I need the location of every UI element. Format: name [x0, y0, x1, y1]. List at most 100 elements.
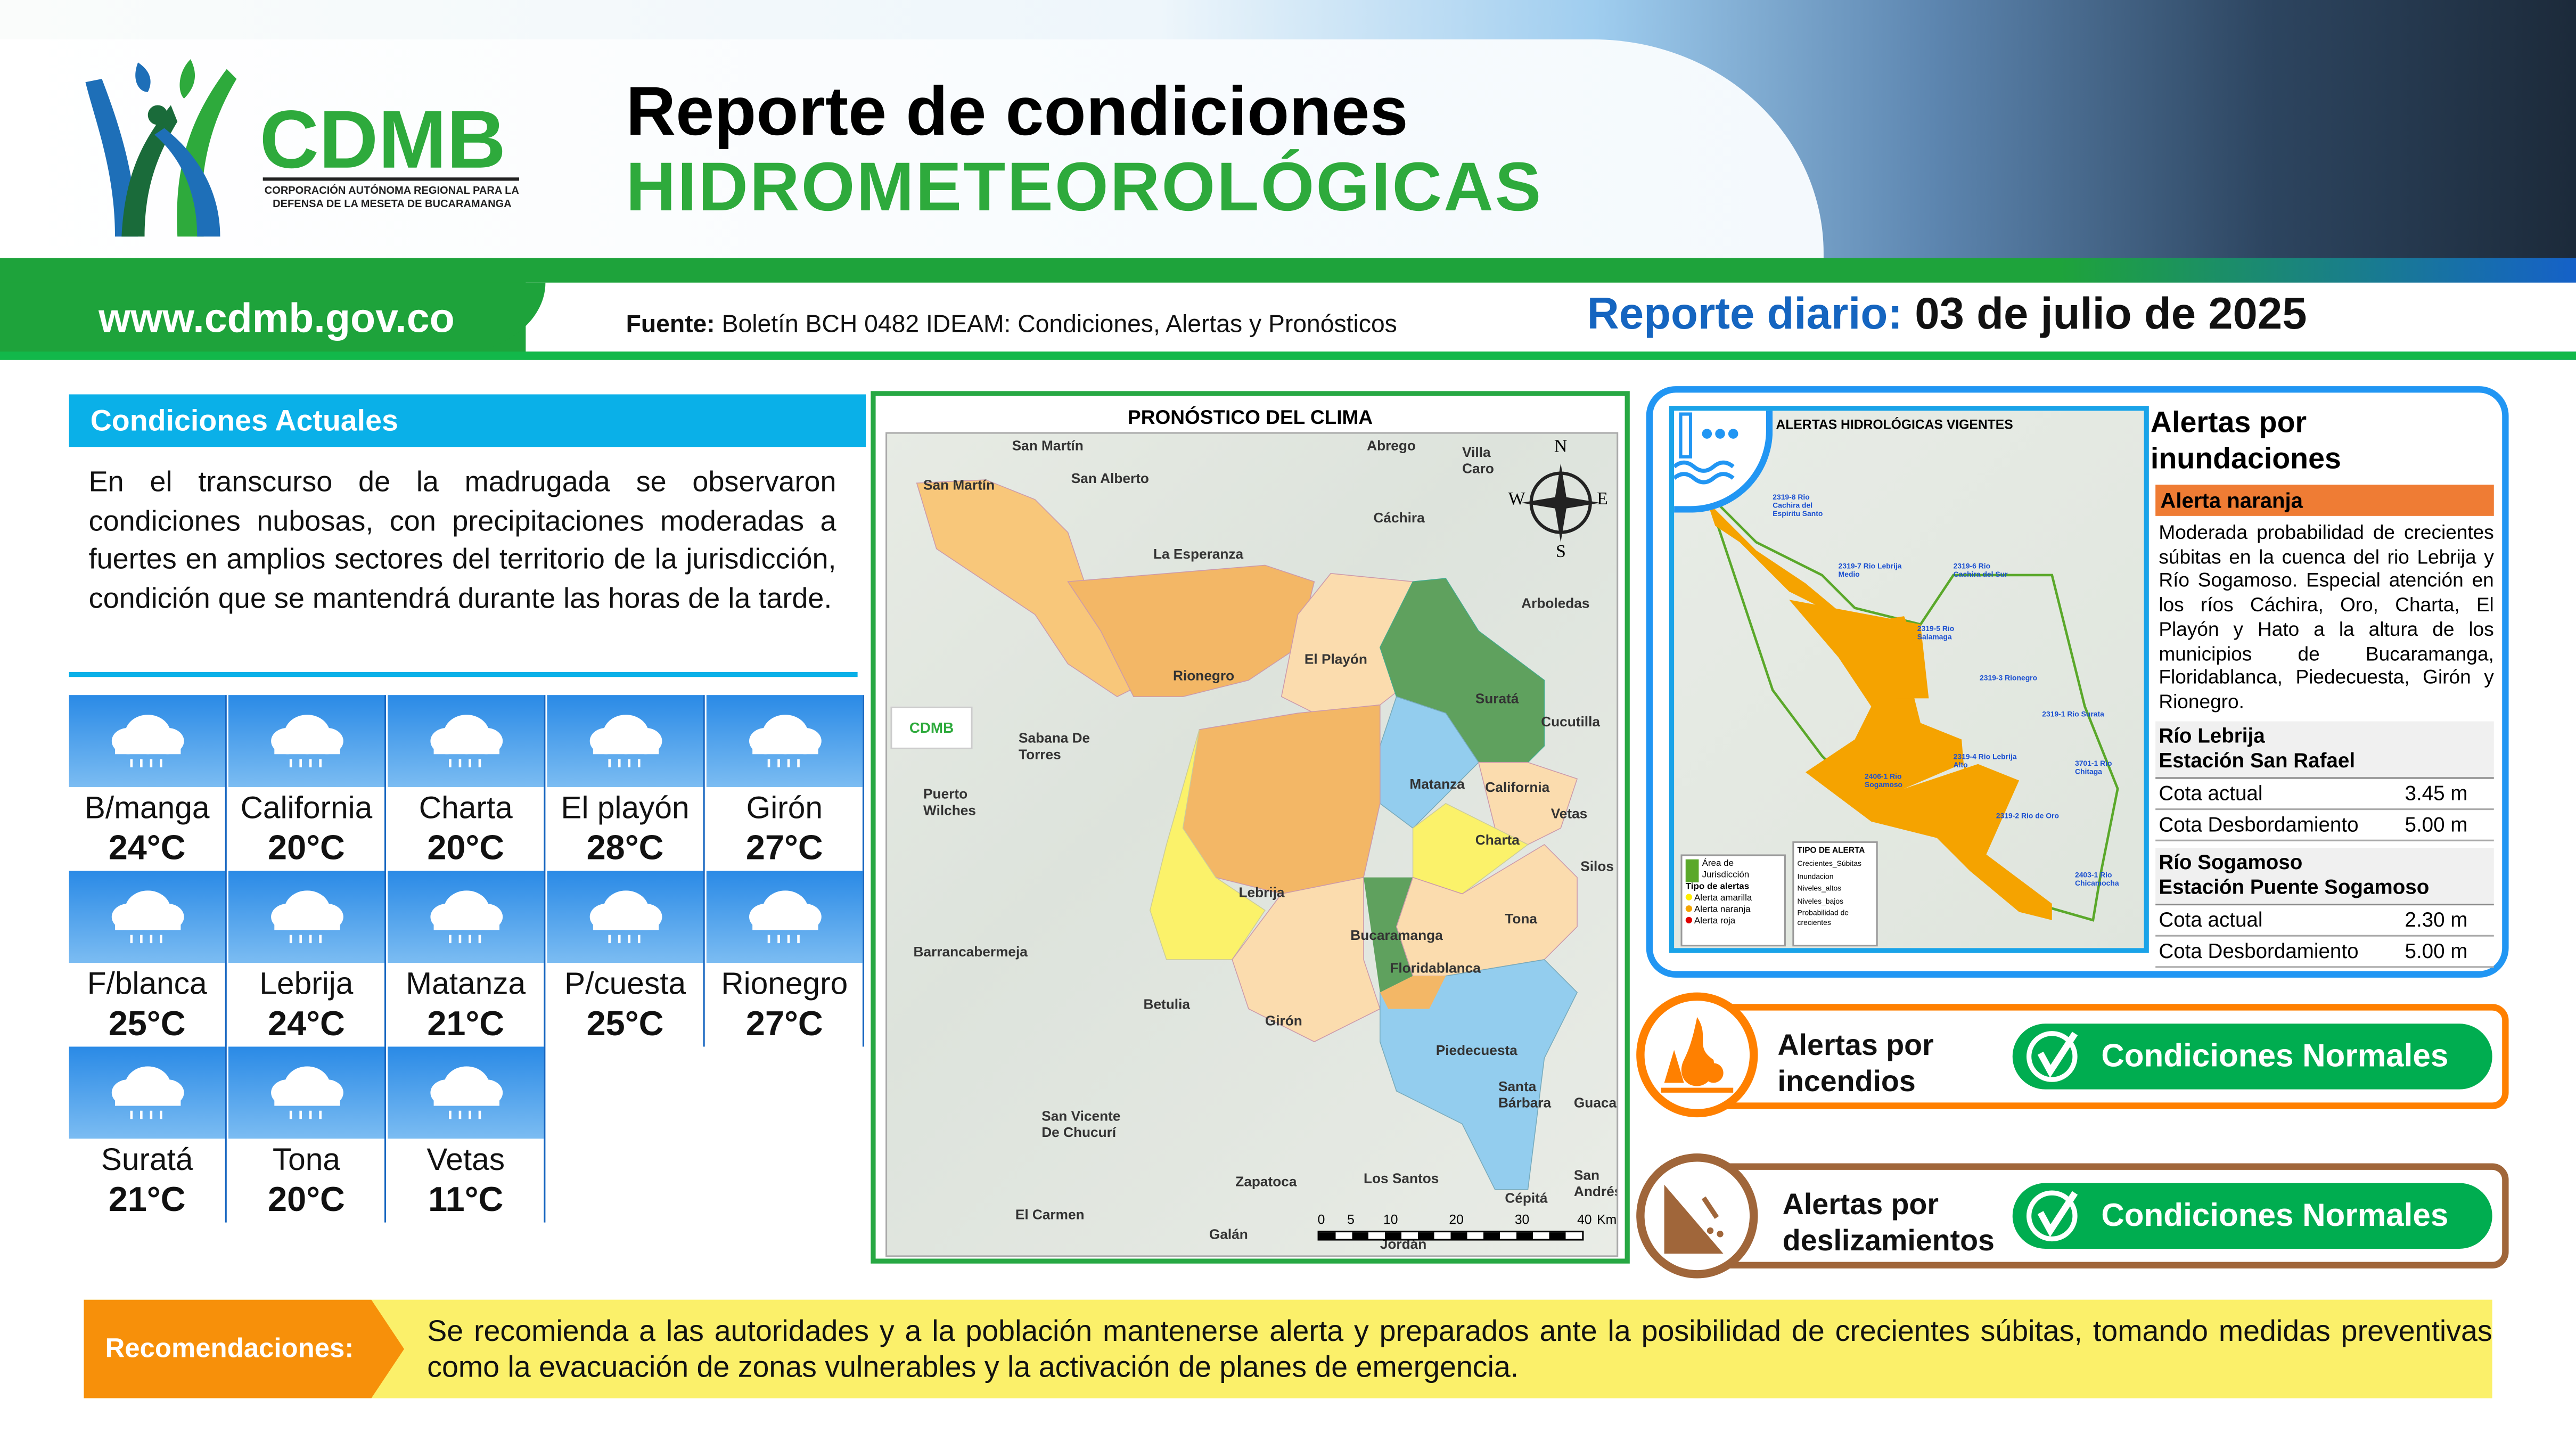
legend-item: Crecientes_Súbitas — [1797, 859, 1861, 868]
alert-type-legend: TIPO DE ALERTA Crecientes_Súbitas Inundaci… — [1792, 841, 1878, 947]
flood-alerts-panel: ALERTAS HIDROLÓGICAS VIGENTES Área de Ju… — [1646, 386, 2509, 978]
row-value: 5.00 m — [2405, 813, 2468, 836]
fire-alerts-title: Alertas por incendios — [1778, 1027, 1934, 1099]
station-temperature: 27°C — [745, 830, 823, 868]
river-name: Río Sogamoso — [2159, 850, 2303, 874]
station-header: Río Sogamoso Estación Puente Sogamoso — [2155, 847, 2494, 905]
report-date: 03 de julio de 2025 — [1915, 289, 2307, 339]
weather-station-1: B/manga 24°C — [69, 695, 227, 871]
map-place-label: La Esperanza — [1153, 545, 1244, 562]
station-header: Río Lebrija Estación San Rafael — [2155, 721, 2494, 779]
station-temperature: 11°C — [428, 1181, 504, 1219]
compass-w: W — [1508, 489, 1525, 510]
rain-cloud-icon — [271, 890, 343, 944]
hydro-station-label: 2319-3 Rionegro — [1980, 674, 2038, 682]
table-row: Cota Desbordamiento 5.00 m — [2155, 936, 2494, 968]
divider — [69, 672, 858, 677]
map-place-label: Tona — [1505, 910, 1538, 927]
compass-s: S — [1555, 542, 1566, 562]
hydro-station-label: 2319-6 Rio Cachira del Sur — [1953, 562, 2008, 579]
map-place-label: Charta — [1475, 831, 1520, 848]
page-title-highlight: HIDROMETEOROLÓGICAS — [626, 148, 1543, 225]
forecast-map[interactable]: San Martín San Martín Abrego Villa Caro San … — [885, 432, 1619, 1257]
station-name: Estación San Rafael — [2159, 748, 2356, 772]
row-value: 3.45 m — [2405, 781, 2468, 805]
row-label: Cota Desbordamiento — [2159, 813, 2359, 836]
landslide-alerts-title: Alertas por deslizamientos — [1783, 1186, 1995, 1259]
map-place-label: San Martín — [923, 476, 995, 493]
scale-bar — [1317, 1231, 1584, 1241]
map-place-label: Vetas — [1550, 805, 1588, 822]
station-name: Vetas — [426, 1143, 505, 1178]
station-temperature: 25°C — [108, 1005, 186, 1044]
station-name: Charta — [419, 792, 513, 827]
status-text: Condiciones Normales — [2101, 1198, 2449, 1234]
map-place-label: Girón — [1265, 1012, 1302, 1029]
map-place-label: San Andrés — [1573, 1166, 1619, 1200]
station-name: El playón — [561, 792, 690, 827]
station-temperature: 24°C — [268, 1005, 345, 1044]
hydro-station-label: 2319-4 Rio Lebrija Alto — [1953, 752, 2017, 769]
svg-text:DEFENSA DE LA MESETA DE BUCARA: DEFENSA DE LA MESETA DE BUCARAMANGA — [273, 198, 511, 210]
report-label: Reporte diario: — [1587, 289, 1903, 339]
map-place-label: El Carmen — [1015, 1206, 1085, 1223]
flood-alerts-title: Alertas por inundaciones — [2150, 406, 2341, 475]
rain-cloud-icon — [430, 890, 503, 944]
table-row: Cota actual 2.30 m — [2155, 905, 2494, 936]
legend-item: Alerta roja — [1685, 916, 1781, 929]
weather-station-6: F/blanca 25°C — [69, 871, 227, 1047]
compass-e: E — [1597, 489, 1608, 510]
map-place-label: San Martín — [1012, 437, 1084, 454]
sky-background — [228, 695, 385, 787]
map-place-label: Matanza — [1409, 775, 1465, 792]
map-scale-bar: 0 5 10 20 30 40 Km — [1317, 1213, 1617, 1246]
fire-status-badge: Condiciones Normales — [2012, 1024, 2492, 1090]
rain-cloud-icon — [111, 890, 184, 944]
rain-cloud-icon — [430, 715, 503, 767]
legend-dot — [1685, 905, 1693, 912]
hydro-alerts-map[interactable]: ALERTAS HIDROLÓGICAS VIGENTES Área de Ju… — [1669, 406, 2149, 953]
station-temperature: 20°C — [427, 830, 505, 868]
legend-item: Inundacion — [1797, 871, 1834, 880]
flood-alert-details: Moderada probabilidad de crecientes súbi… — [2155, 521, 2494, 968]
rain-cloud-icon — [271, 715, 343, 767]
station-temperature: 28°C — [586, 830, 664, 868]
sky-background — [388, 871, 544, 963]
scale-label: 30 — [1514, 1213, 1530, 1227]
legend-item: Probabilidad de crecientes — [1797, 908, 1849, 926]
conditions-text: En el transcurso de la madrugada se obse… — [88, 465, 836, 614]
table-row: Cota actual 3.45 m — [2155, 778, 2494, 809]
sky-background — [547, 695, 703, 787]
river-name: Río Lebrija — [2159, 724, 2265, 747]
source-line: Fuente: Boletín BCH 0482 IDEAM: Condicio… — [626, 310, 1397, 338]
sky-background — [388, 1046, 544, 1139]
rain-cloud-icon — [749, 715, 822, 767]
map-legend: Área de Jurisdicción Tipo de alertas Aler… — [1680, 854, 1786, 947]
recommendations-bar: Recomendaciones: Se recomienda a las aut… — [84, 1299, 2492, 1398]
hydro-station-label: 2319-2 Rio de Oro — [1996, 812, 2059, 820]
website-link[interactable]: www.cdmb.gov.co — [99, 296, 455, 342]
station-name: Suratá — [101, 1143, 193, 1178]
station-temperature: 21°C — [427, 1005, 505, 1044]
legend-title: TIPO DE ALERTA — [1797, 846, 1865, 856]
legend-dot — [1685, 894, 1693, 900]
map-place-label: Cucutilla — [1541, 713, 1600, 730]
recommendations-label: Recomendaciones: — [84, 1299, 405, 1398]
map-place-label: Barrancabermeja — [913, 943, 1028, 960]
sky-background — [69, 695, 225, 787]
map-cdmb-logo: CDMB — [890, 706, 973, 749]
station-name: Matanza — [406, 968, 526, 1003]
svg-text:CORPORACIÓN AUTÓNOMA REGIONAL: CORPORACIÓN AUTÓNOMA REGIONAL PARA LA — [265, 184, 519, 197]
legend-item-label: Alerta naranja — [1694, 905, 1751, 915]
row-value: 2.30 m — [2405, 908, 2468, 931]
map-place-label: Floridablanca — [1390, 959, 1481, 976]
station-name: P/cuesta — [564, 968, 686, 1003]
scale-label: Km — [1597, 1213, 1617, 1227]
sky-background — [228, 1046, 385, 1139]
row-label: Cota actual — [2159, 781, 2263, 805]
title-line: Alertas por — [1782, 1188, 1939, 1221]
map-place-label: California — [1485, 779, 1550, 796]
map-place-label: Abrego — [1367, 437, 1416, 454]
map-place-label: Arboledas — [1521, 594, 1590, 611]
map-place-label: Lebrija — [1238, 883, 1285, 900]
